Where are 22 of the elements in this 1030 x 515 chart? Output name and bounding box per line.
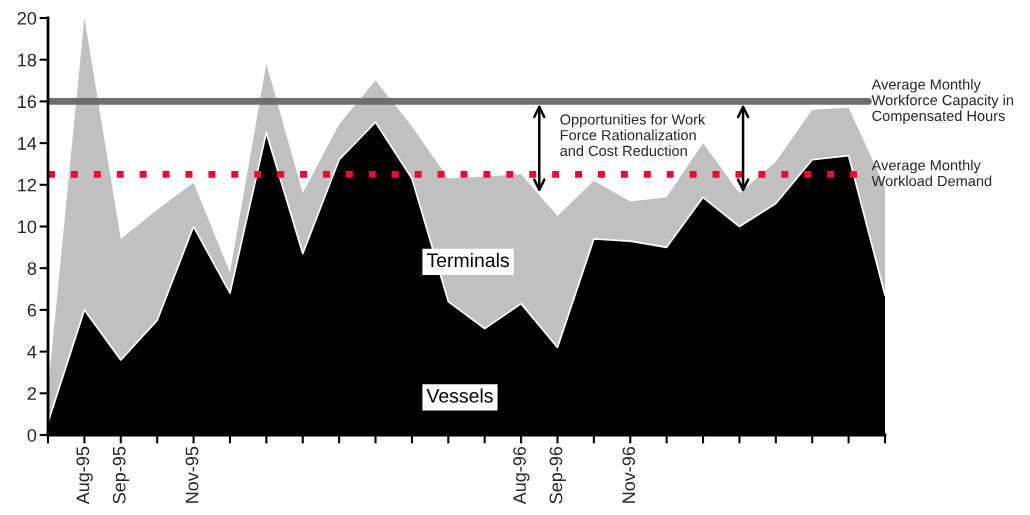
- y-tick-label: 16: [18, 95, 37, 109]
- x-tick-label: Aug-95: [76, 446, 93, 505]
- x-tick-label: Sep-95: [112, 446, 130, 504]
- annotation: Opportunities for Work Force Rationalization and Cost Reduction: [560, 113, 706, 157]
- y-tick-label: 8: [27, 262, 37, 275]
- y-tick-label: 14: [18, 137, 37, 150]
- x-tick-label: Nov-96: [622, 446, 636, 503]
- y-tick-label: 20: [17, 11, 37, 25]
- y-tick-label: 6: [27, 303, 37, 317]
- y-tick-label: 0: [27, 428, 37, 442]
- y-tick-label: 10: [18, 220, 37, 234]
- x-tick-label: Sep-96: [549, 446, 566, 504]
- ref-line-label: Average Monthly Workforce Capacity in Compensated Hours: [871, 78, 1014, 124]
- series-label: Terminals: [426, 252, 509, 268]
- y-tick-label: 4: [27, 345, 37, 359]
- series-label: Vessels: [426, 388, 493, 403]
- ref-line-label: Average Monthly Workload Demand: [871, 159, 992, 187]
- y-tick-label: 12: [18, 178, 36, 192]
- y-tick-label: 18: [18, 53, 37, 67]
- x-tick-label: Nov-95: [185, 446, 199, 503]
- x-tick-label: Aug-96: [513, 446, 530, 505]
- y-tick-label: 2: [27, 387, 36, 400]
